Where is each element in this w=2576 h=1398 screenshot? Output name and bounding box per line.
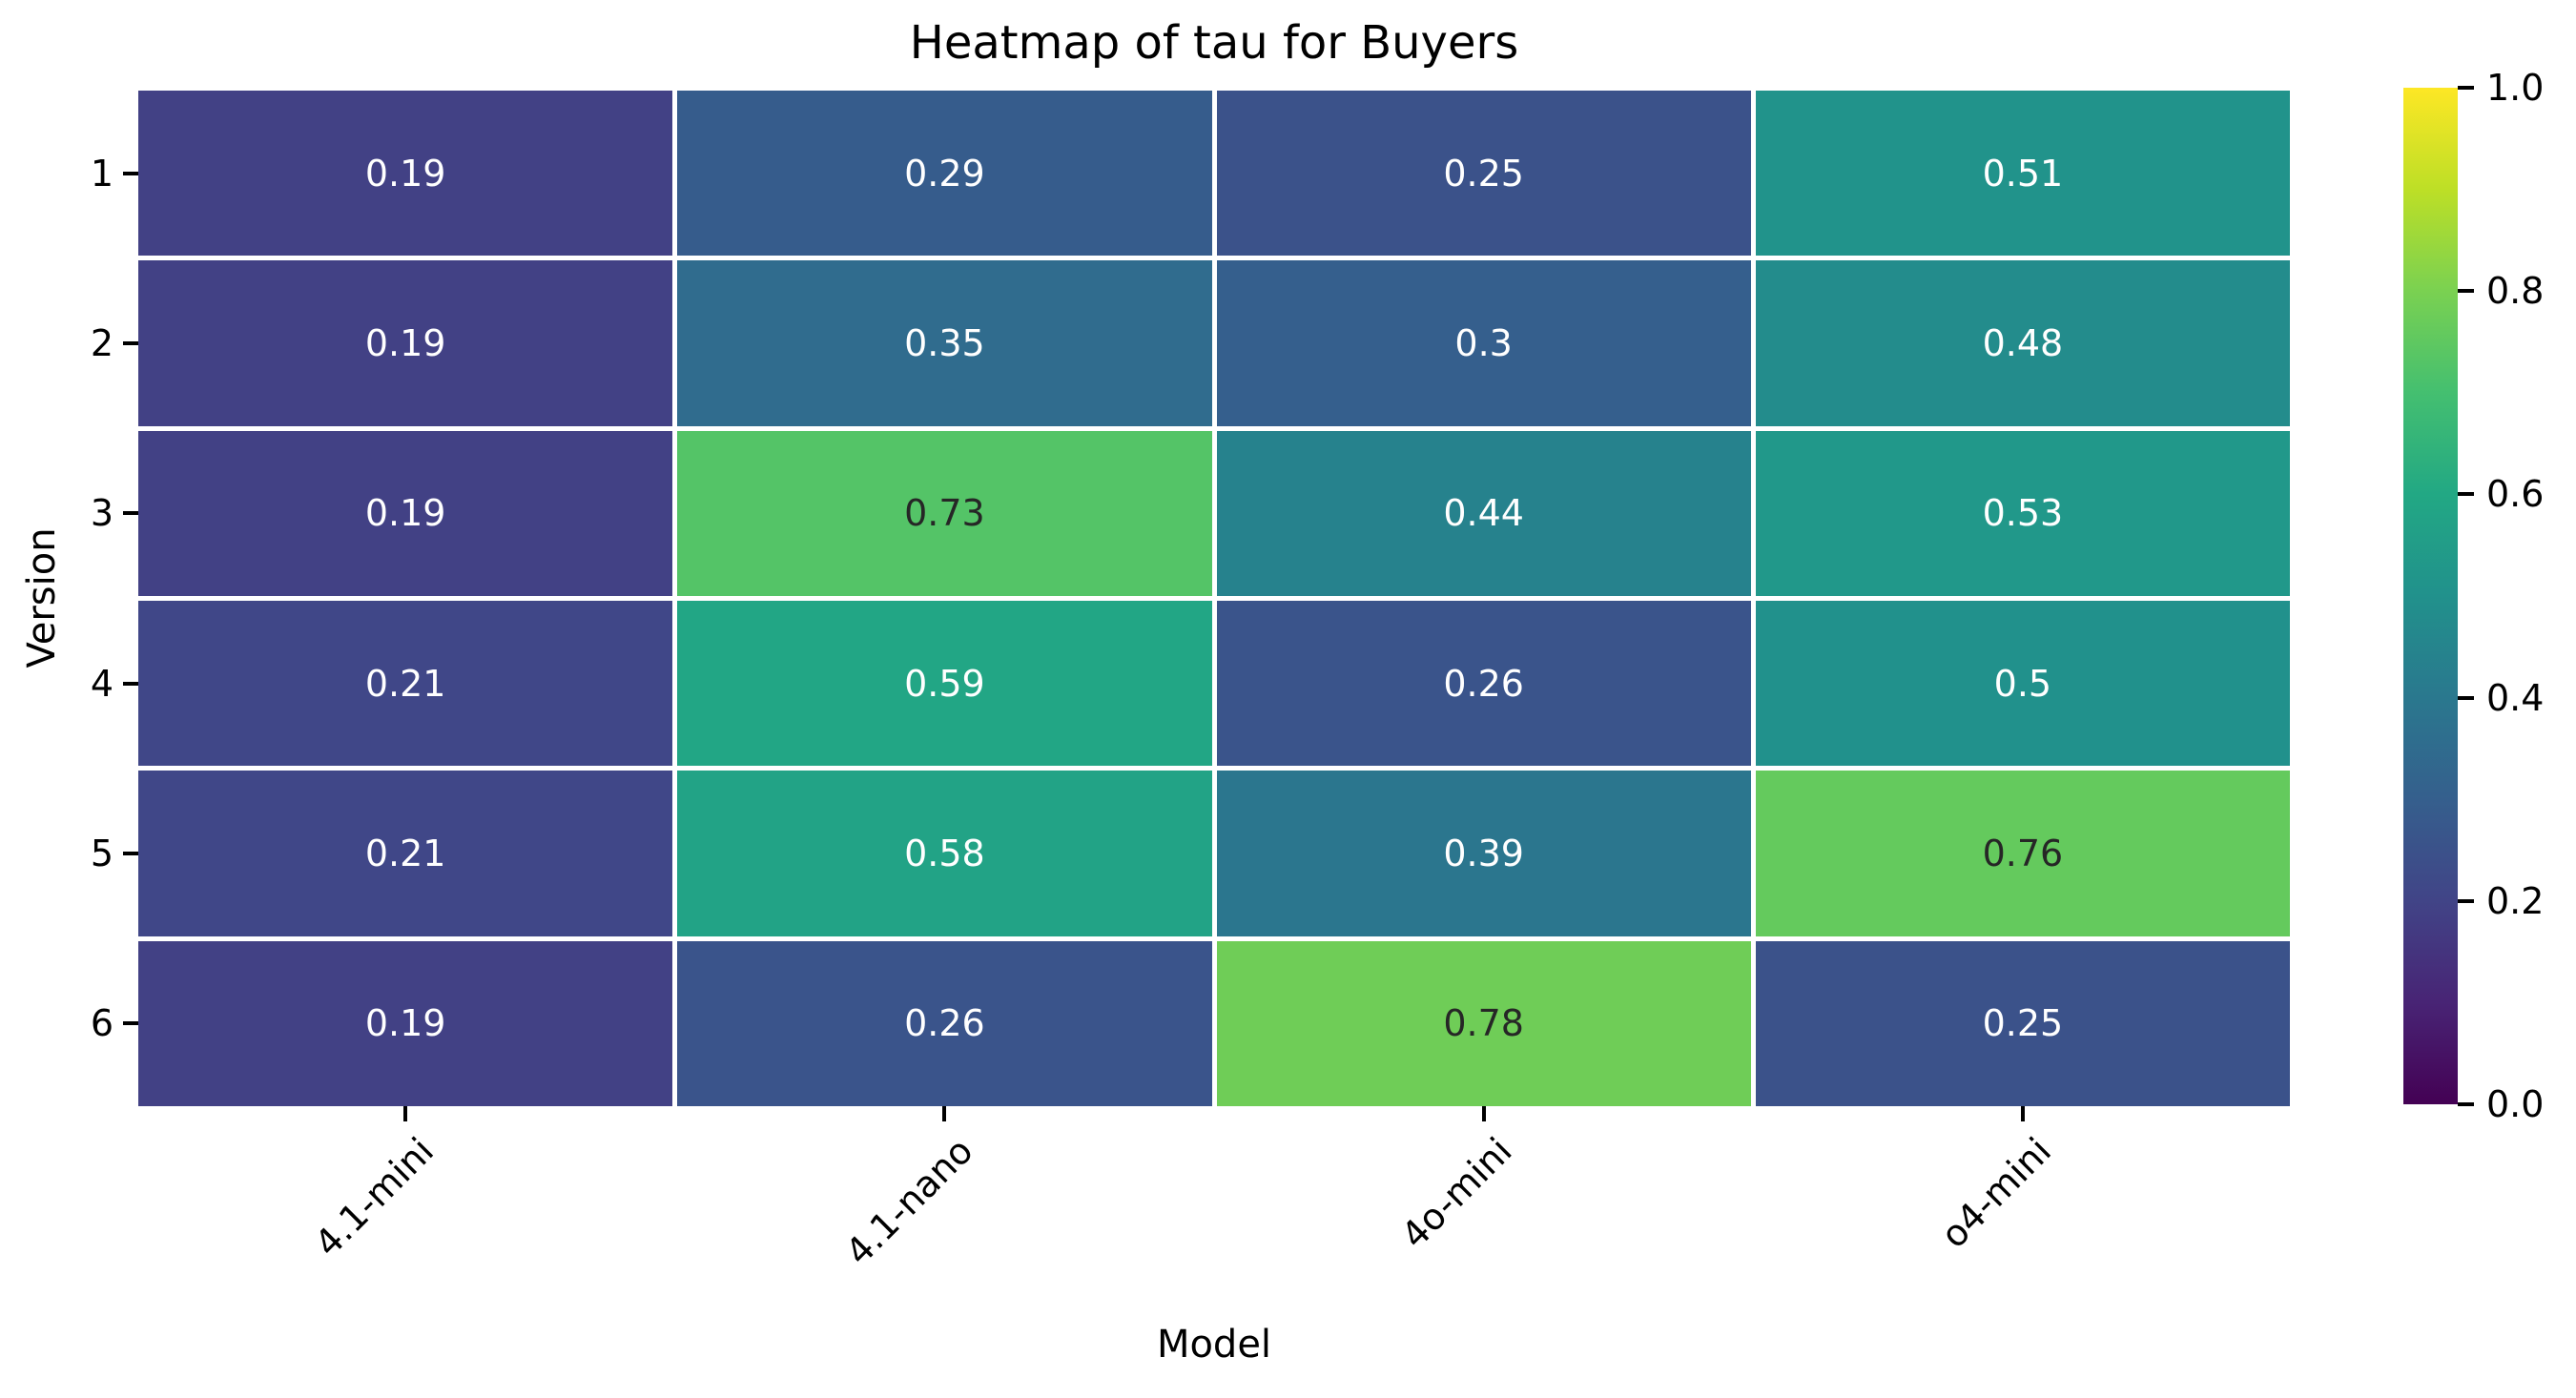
y-tick-label: 2	[90, 322, 113, 364]
heatmap-cell-r6-4.1-mini: 0.19	[138, 940, 673, 1106]
cell-value: 0.19	[364, 152, 446, 195]
colorbar-tick-label: 0.8	[2486, 270, 2545, 313]
heatmap-cell-r1-4o-mini: 0.25	[1216, 91, 1751, 257]
cell-value: 0.39	[1443, 832, 1524, 874]
heatmap-cell-r5-4o-mini: 0.39	[1216, 771, 1751, 936]
colorbar-tick-mark	[2458, 695, 2474, 700]
colorbar-tick-label: 1.0	[2486, 67, 2545, 109]
colorbar-tick-mark	[2458, 86, 2474, 90]
x-tick-label: 4o-mini	[1392, 1129, 1520, 1257]
cell-value: 0.73	[904, 492, 985, 535]
heatmap-cell-r6-4.1-nano: 0.26	[677, 940, 1212, 1106]
heatmap-cell-r3-4o-mini: 0.44	[1216, 430, 1751, 596]
heatmap-cell-r4-4o-mini: 0.26	[1216, 600, 1751, 767]
cell-value: 0.53	[1982, 492, 2064, 535]
colorbar-tick-label: 0.0	[2486, 1083, 2545, 1125]
x-tick-mark	[942, 1106, 947, 1121]
cell-value: 0.19	[364, 321, 446, 364]
x-tick-label: 4.1-nano	[836, 1129, 981, 1274]
cell-value: 0.25	[1443, 152, 1524, 195]
y-tick-label: 1	[90, 152, 113, 195]
x-tick-label: o4-mini	[1932, 1129, 2059, 1257]
heatmap-cell-r4-o4-mini: 0.5	[1755, 600, 2290, 767]
heatmap-cell-r6-o4-mini: 0.25	[1755, 940, 2290, 1106]
y-tick-mark	[123, 511, 138, 516]
cell-value: 0.58	[904, 832, 985, 874]
colorbar-tick-label: 0.2	[2486, 879, 2545, 922]
cell-value: 0.29	[904, 152, 985, 195]
heatmap-cell-r2-4.1-nano: 0.35	[677, 260, 1212, 426]
heatmap-cell-r1-o4-mini: 0.51	[1755, 91, 2290, 257]
heatmap-cell-r5-o4-mini: 0.76	[1755, 771, 2290, 936]
y-tick-label: 5	[90, 833, 113, 874]
heatmap-cell-r2-o4-mini: 0.48	[1755, 260, 2290, 426]
y-tick-mark	[123, 171, 138, 175]
y-tick-mark	[123, 1021, 138, 1026]
heatmap-cell-r5-4.1-mini: 0.21	[138, 771, 673, 936]
cell-value: 0.19	[364, 492, 446, 535]
y-tick-mark	[123, 852, 138, 855]
heatmap-cell-r1-4.1-mini: 0.19	[138, 91, 673, 257]
y-tick-mark	[123, 341, 138, 345]
cell-value: 0.76	[1982, 832, 2064, 874]
colorbar-tick-label: 0.6	[2486, 473, 2545, 516]
cell-value: 0.26	[904, 1002, 985, 1045]
colorbar-tick-mark	[2458, 492, 2474, 497]
y-axis-label: Version	[20, 527, 64, 668]
heatmap-cell-r2-4.1-mini: 0.19	[138, 260, 673, 426]
x-tick-label: 4.1-mini	[306, 1129, 442, 1265]
heatmap-grid: 0.19 0.29 0.25 0.51 0.19 0.35 0.3 0.48 0.19 0.73 0…	[138, 91, 2290, 1106]
colorbar-tick-mark	[2458, 1102, 2474, 1106]
cell-value: 0.51	[1982, 152, 2064, 195]
heatmap-cell-r3-4.1-mini: 0.19	[138, 430, 673, 596]
heatmap-cell-r1-4.1-nano: 0.29	[677, 91, 1212, 257]
x-tick-mark	[1481, 1106, 1486, 1121]
colorbar	[2403, 88, 2458, 1104]
colorbar-tick-label: 0.4	[2486, 676, 2545, 719]
cell-value: 0.48	[1982, 321, 2064, 364]
cell-value: 0.5	[1993, 662, 2052, 705]
x-tick-mark	[403, 1106, 408, 1121]
x-axis-label: Model	[1156, 1323, 1272, 1367]
cell-value: 0.59	[904, 662, 985, 705]
x-tick-mark	[2020, 1106, 2025, 1121]
heatmap-cell-r3-4.1-nano: 0.73	[677, 430, 1212, 596]
heatmap-cell-r2-4o-mini: 0.3	[1216, 260, 1751, 426]
y-tick-label: 6	[90, 1002, 113, 1045]
cell-value: 0.44	[1443, 492, 1524, 535]
chart-title: Heatmap of tau for Buyers	[909, 16, 1519, 70]
heatmap-cell-r4-4.1-nano: 0.59	[677, 600, 1212, 767]
cell-value: 0.78	[1443, 1002, 1524, 1045]
cell-value: 0.3	[1454, 321, 1513, 364]
heatmap-cell-r3-o4-mini: 0.53	[1755, 430, 2290, 596]
colorbar-tick-mark	[2458, 289, 2474, 294]
y-tick-mark	[123, 681, 138, 686]
cell-value: 0.21	[364, 662, 446, 705]
y-tick-label: 4	[90, 662, 113, 705]
heatmap-cell-r4-4.1-mini: 0.21	[138, 600, 673, 767]
cell-value: 0.25	[1982, 1002, 2064, 1045]
cell-value: 0.26	[1443, 662, 1524, 705]
cell-value: 0.35	[904, 321, 985, 364]
cell-value: 0.19	[364, 1002, 446, 1045]
colorbar-tick-mark	[2458, 898, 2474, 903]
heatmap-cell-r5-4.1-nano: 0.58	[677, 771, 1212, 936]
heatmap-cell-r6-4o-mini: 0.78	[1216, 940, 1751, 1106]
y-tick-label: 3	[90, 492, 113, 535]
cell-value: 0.21	[364, 832, 446, 874]
